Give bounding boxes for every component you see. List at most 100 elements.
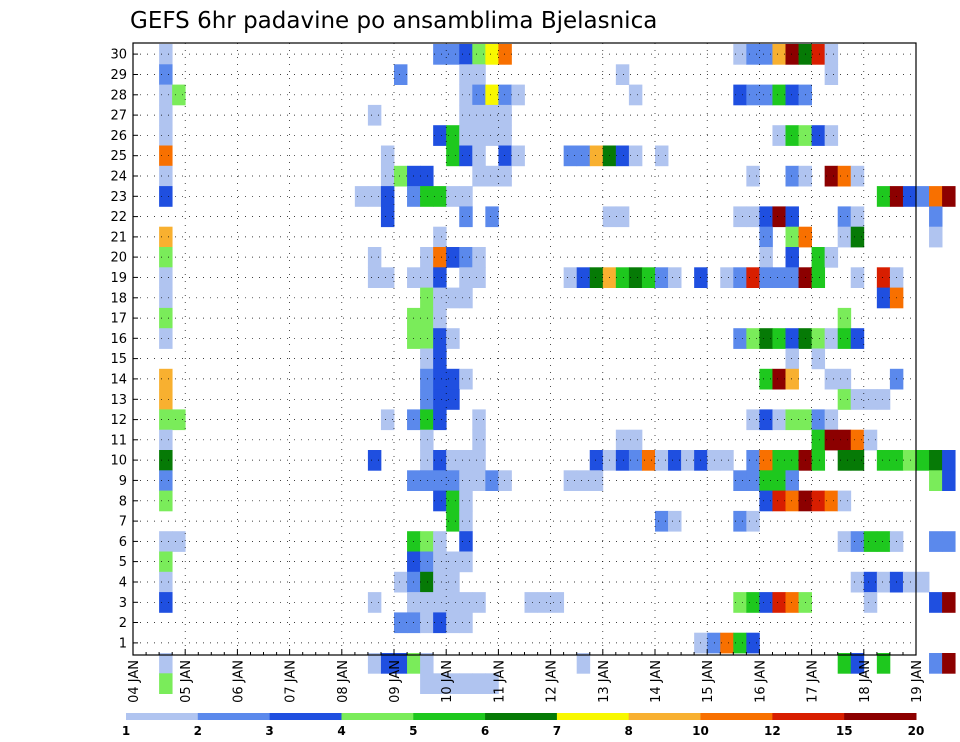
heatmap-cell <box>433 470 447 491</box>
heatmap-cell <box>785 450 799 471</box>
heatmap-cell <box>746 84 760 106</box>
heatmap-cell <box>394 612 408 634</box>
y-tick-label: 22 <box>110 210 127 225</box>
heatmap-cell <box>876 186 891 207</box>
heatmap-cell <box>459 84 473 106</box>
heatmap-cell <box>876 653 891 674</box>
heatmap-cell <box>902 186 917 207</box>
y-tick-label: 5 <box>119 555 127 570</box>
y-tick-label: 1 <box>119 636 127 651</box>
heatmap-cell <box>759 368 773 390</box>
heatmap-cell <box>785 84 799 106</box>
heatmap-cell <box>824 490 839 512</box>
heatmap-cell <box>589 470 604 491</box>
legend-label: 4 <box>337 724 345 738</box>
heatmap-cell <box>367 186 382 207</box>
heatmap-cell <box>563 267 578 288</box>
heatmap-cell <box>433 409 447 431</box>
y-tick-label: 11 <box>110 433 127 448</box>
heatmap-cell <box>785 206 799 228</box>
heatmap-cell <box>485 165 499 187</box>
heatmap-cell <box>615 145 630 167</box>
heatmap-cell <box>641 267 656 288</box>
heatmap-cell <box>524 592 538 613</box>
heatmap-cell <box>733 328 747 349</box>
heatmap-cell <box>472 165 486 187</box>
heatmap-cell <box>942 531 956 552</box>
heatmap-cell <box>850 429 865 451</box>
y-tick-label: 7 <box>119 515 127 530</box>
heatmap-cell <box>446 328 460 349</box>
heatmap-cell <box>459 186 473 207</box>
x-tick-label: 16 JAN <box>753 660 768 703</box>
heatmap-cell <box>811 429 826 451</box>
heatmap-cell <box>459 592 473 613</box>
heatmap-cell <box>668 450 682 471</box>
x-tick-label: 18 JAN <box>858 660 873 703</box>
heatmap-cell <box>367 267 382 288</box>
y-tick-label: 20 <box>110 251 127 266</box>
heatmap-cell <box>433 348 447 370</box>
heatmap-cell <box>420 673 434 694</box>
heatmap-cell <box>733 44 747 65</box>
heatmap-cell <box>472 84 486 106</box>
x-tick-label: 12 JAN <box>545 660 560 703</box>
legend-label: 12 <box>764 724 781 738</box>
heatmap-cell <box>576 470 591 491</box>
heatmap-cell <box>916 571 930 593</box>
heatmap-cell <box>641 450 656 471</box>
heatmap-cell <box>420 186 434 207</box>
heatmap-cells <box>159 44 956 694</box>
heatmap-cell <box>785 328 799 349</box>
heatmap-cell <box>837 653 852 674</box>
heatmap-cell <box>837 368 852 390</box>
heatmap-cell <box>459 267 473 288</box>
heatmap-cell <box>459 510 473 532</box>
y-axis-ticks: 1234567891011121314151617181920212223242… <box>110 48 138 651</box>
color-legend: 1 2 3 4 5 6 7 8 10 12 15 20 <box>122 713 924 738</box>
heatmap-cell <box>720 450 734 471</box>
heatmap-cell <box>446 571 460 593</box>
heatmap-cell <box>159 145 173 167</box>
heatmap-cell <box>459 206 473 228</box>
heatmap-cell <box>446 247 460 268</box>
heatmap-cell <box>159 247 173 268</box>
heatmap-cell <box>850 531 865 552</box>
heatmap-cell <box>420 368 434 390</box>
y-tick-label: 18 <box>110 291 127 306</box>
heatmap-cell <box>159 307 173 329</box>
heatmap-cell <box>811 409 826 431</box>
heatmap-cell <box>459 368 473 390</box>
heatmap-cell <box>446 551 460 573</box>
heatmap-cell <box>811 348 826 370</box>
heatmap-cell <box>159 592 173 613</box>
heatmap-cell <box>876 389 891 410</box>
x-tick-label: 09 JAN <box>388 660 403 703</box>
heatmap-cell <box>811 267 826 288</box>
y-tick-label: 3 <box>119 596 127 611</box>
heatmap-cell <box>811 125 826 146</box>
heatmap-cell <box>785 592 799 613</box>
heatmap-cell <box>837 307 852 329</box>
heatmap-cell <box>759 409 773 431</box>
heatmap-cell <box>668 510 682 532</box>
heatmap-cell <box>772 470 786 491</box>
heatmap-cell <box>446 612 460 634</box>
heatmap-cell <box>472 64 486 85</box>
heatmap-cell <box>772 490 786 512</box>
heatmap-cell <box>433 490 447 512</box>
x-tick-label: 05 JAN <box>179 660 194 703</box>
heatmap-cell <box>159 328 173 349</box>
heatmap-cell <box>459 551 473 573</box>
heatmap-cell <box>159 470 173 491</box>
heatmap-cell <box>159 84 173 106</box>
heatmap-cell <box>759 226 773 248</box>
heatmap-cell <box>433 186 447 207</box>
heatmap-cell <box>380 206 395 228</box>
heatmap-cell <box>420 409 434 431</box>
heatmap-cell <box>433 368 447 390</box>
heatmap-cell <box>746 44 760 65</box>
heatmap-cell <box>459 490 473 512</box>
heatmap-cell <box>850 165 865 187</box>
heatmap-cell <box>420 612 434 634</box>
